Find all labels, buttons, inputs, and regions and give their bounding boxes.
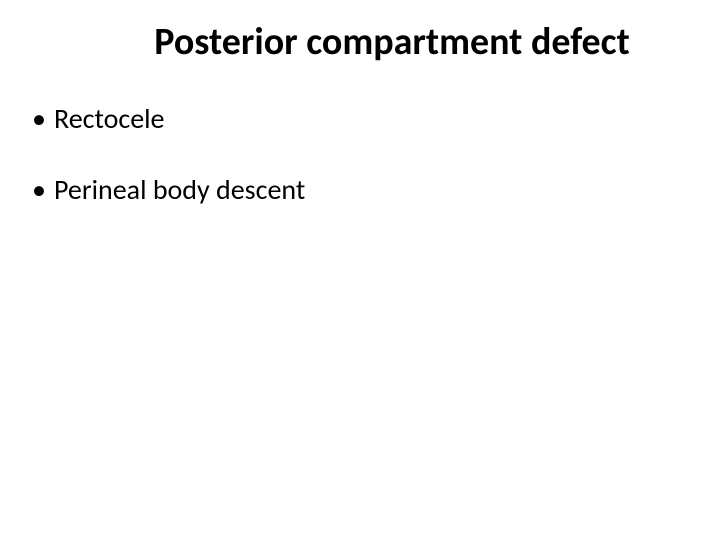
list-item: Perineal body descent <box>54 173 720 207</box>
slide-container: Posterior compartment defect Rectocele P… <box>0 0 720 540</box>
bullet-text: Rectocele <box>54 101 164 136</box>
bullet-text: Perineal body descent <box>54 172 305 207</box>
slide-title: Posterior compartment defect <box>64 22 720 64</box>
list-item: Rectocele <box>54 102 720 136</box>
bullet-list: Rectocele Perineal body descent <box>0 102 720 207</box>
